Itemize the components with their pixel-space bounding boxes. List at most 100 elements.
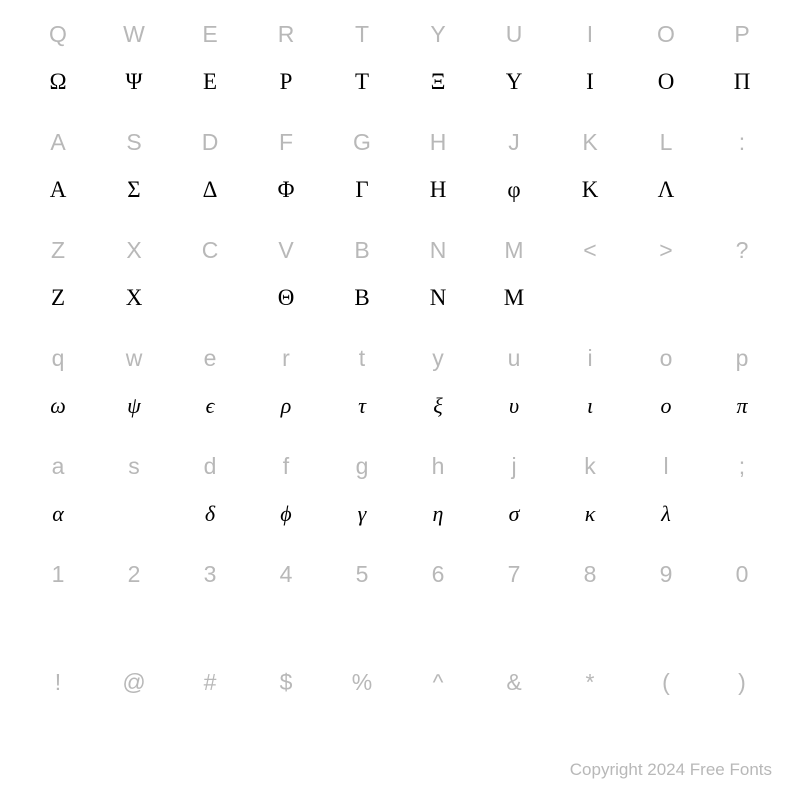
glyph-cell <box>552 706 628 754</box>
key-label: P <box>734 21 749 48</box>
key-label: ) <box>738 669 746 696</box>
glyph-cell: Δ <box>172 166 248 214</box>
key-label: : <box>739 129 745 156</box>
key-label: 7 <box>508 561 521 588</box>
glyph-char: ξ <box>433 393 442 419</box>
glyph-char: ψ <box>127 393 141 419</box>
key-label-cell: j <box>476 442 552 490</box>
glyph-cell: Ι <box>552 58 628 106</box>
key-label: 6 <box>432 561 445 588</box>
key-label-cell: o <box>628 334 704 382</box>
glyph-cell: Ξ <box>400 58 476 106</box>
glyph-char: Γ <box>355 177 368 203</box>
key-label-cell: W <box>96 10 172 58</box>
key-label: U <box>506 21 523 48</box>
key-label: L <box>660 129 673 156</box>
glyph-cell: Μ <box>476 274 552 322</box>
glyph-char: Μ <box>504 285 524 311</box>
glyph-cell <box>20 706 96 754</box>
key-label-cell: O <box>628 10 704 58</box>
glyph-char: Χ <box>126 285 143 311</box>
key-label: Q <box>49 21 67 48</box>
glyph-cell <box>476 598 552 646</box>
glyph-cell <box>20 598 96 646</box>
glyph-cell: Υ <box>476 58 552 106</box>
key-label: 9 <box>660 561 673 588</box>
glyph-row <box>20 706 780 754</box>
glyph-char: Τ <box>355 69 369 95</box>
glyph-cell: γ <box>324 490 400 538</box>
key-label-cell: K <box>552 118 628 166</box>
key-label: K <box>582 129 597 156</box>
key-label: H <box>430 129 447 156</box>
key-label: E <box>202 21 217 48</box>
key-label: T <box>355 21 369 48</box>
glyph-char: Θ <box>278 285 295 311</box>
glyph-cell: Κ <box>552 166 628 214</box>
key-label: l <box>663 453 668 480</box>
glyph-cell: Ζ <box>20 274 96 322</box>
glyph-cell: Α <box>20 166 96 214</box>
glyph-cell: η <box>400 490 476 538</box>
key-label-cell: ^ <box>400 658 476 706</box>
key-label-cell: e <box>172 334 248 382</box>
key-label-cell: Y <box>400 10 476 58</box>
glyph-char: Ζ <box>51 285 65 311</box>
glyph-cell: Ο <box>628 58 704 106</box>
glyph-char: τ <box>358 393 366 419</box>
glyph-char: Ψ <box>126 69 143 95</box>
key-label: N <box>430 237 447 264</box>
key-label: C <box>202 237 219 264</box>
glyph-cell: Φ <box>248 166 324 214</box>
key-label-cell: * <box>552 658 628 706</box>
copyright-footer: Copyright 2024 Free Fonts <box>570 760 772 780</box>
key-label-cell: $ <box>248 658 324 706</box>
glyph-char: Ι <box>586 69 594 95</box>
key-label: h <box>432 453 445 480</box>
key-label: i <box>587 345 592 372</box>
glyph-cell <box>704 598 780 646</box>
row-gap <box>20 214 780 226</box>
glyph-char: υ <box>509 393 519 419</box>
glyph-cell <box>400 598 476 646</box>
glyph-cell <box>628 598 704 646</box>
label-row: ASDFGHJKL: <box>20 118 780 166</box>
glyph-cell: ϕ <box>248 490 324 538</box>
key-label: p <box>736 345 749 372</box>
glyph-cell: ο <box>628 382 704 430</box>
key-label-cell: ( <box>628 658 704 706</box>
key-label-cell: R <box>248 10 324 58</box>
glyph-cell <box>248 598 324 646</box>
key-label-cell: 7 <box>476 550 552 598</box>
glyph-cell: ξ <box>400 382 476 430</box>
key-label: $ <box>280 669 293 696</box>
key-label: j <box>511 453 516 480</box>
glyph-char: σ <box>509 501 520 527</box>
glyph-cell <box>552 274 628 322</box>
glyph-char: Δ <box>203 177 218 203</box>
key-label: F <box>279 129 293 156</box>
glyph-char: ι <box>587 393 593 419</box>
label-row: ZXCVBNM<>? <box>20 226 780 274</box>
glyph-cell: Ε <box>172 58 248 106</box>
key-label: d <box>204 453 217 480</box>
key-label-cell: I <box>552 10 628 58</box>
key-label-cell: y <box>400 334 476 382</box>
key-label-cell: Z <box>20 226 96 274</box>
glyph-char: π <box>736 393 747 419</box>
key-label-cell: T <box>324 10 400 58</box>
key-label-cell: h <box>400 442 476 490</box>
row-gap <box>20 106 780 118</box>
key-label-cell: 4 <box>248 550 324 598</box>
glyph-cell: δ <box>172 490 248 538</box>
key-label-cell: w <box>96 334 172 382</box>
glyph-cell: Ψ <box>96 58 172 106</box>
glyph-cell: Ω <box>20 58 96 106</box>
key-label: 1 <box>52 561 65 588</box>
key-label: t <box>359 345 365 372</box>
glyph-char: ϵ <box>206 393 215 419</box>
key-label-cell: p <box>704 334 780 382</box>
glyph-char: ω <box>50 393 66 419</box>
key-label-cell: ? <box>704 226 780 274</box>
key-label: 2 <box>128 561 141 588</box>
